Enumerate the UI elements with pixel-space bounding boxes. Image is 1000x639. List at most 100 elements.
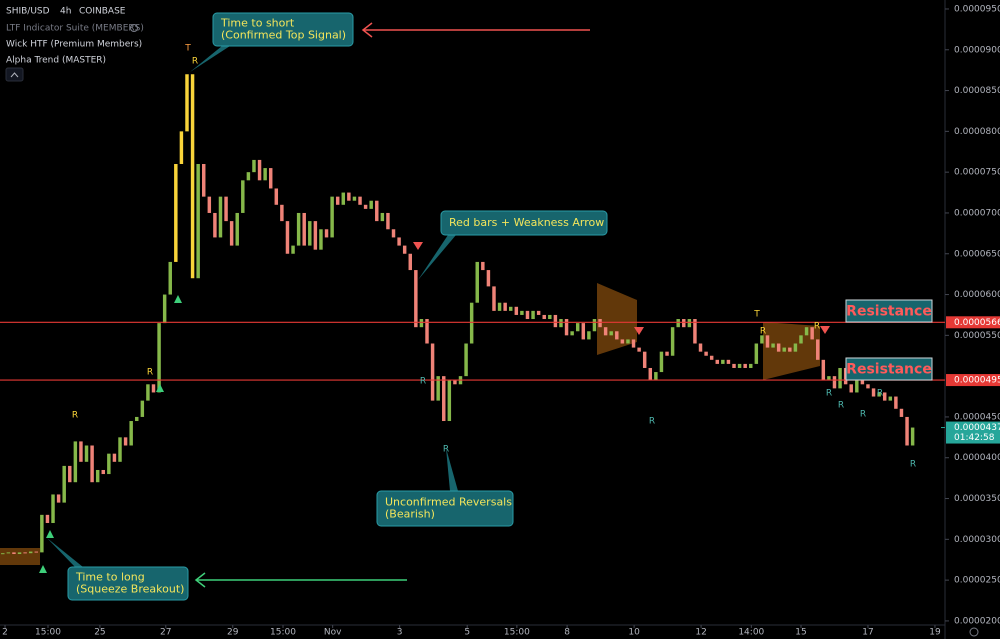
signal-label: T [753,310,760,320]
candle [263,168,267,181]
candle [453,380,457,385]
candle [765,335,770,348]
symbol: SHIB/USD [6,7,50,17]
callout-box [212,12,354,47]
buy-triangle [39,565,47,573]
callout-text: (Bearish) [385,508,435,521]
collapse-button[interactable] [5,67,24,82]
candle [670,327,675,356]
callout-text: Unconfirmed Reversals [385,496,512,509]
candle [101,469,105,475]
candle [743,363,747,368]
buy-triangle [156,384,164,392]
candle [704,351,708,356]
candle [363,204,368,209]
candle [749,363,753,368]
callout-tail [418,235,456,280]
candle [151,384,156,393]
signal-label: R [649,417,655,427]
candle [469,302,474,344]
candle [564,319,569,336]
x-tick-label: 27 [160,628,171,638]
candle [380,212,385,222]
settings-icon[interactable] [969,627,979,637]
candle [721,359,725,364]
candle [129,421,133,446]
candle [168,261,172,295]
candle [196,164,200,279]
resistance-label: Resistance [846,362,932,378]
signal-label: R [443,445,449,455]
signal-label: R [860,410,866,420]
candle [732,363,736,368]
candle [358,196,362,205]
candle [860,380,865,385]
candle [726,359,731,364]
candle [28,551,33,554]
candle [190,74,195,279]
candle [665,351,669,356]
candle [408,253,412,271]
eye-icon[interactable] [130,24,138,32]
resistance-label: Resistance [846,304,932,320]
sell-triangle [820,326,830,334]
candle [525,310,530,320]
callout-text: Red bars + Weakness Arrow [449,216,604,229]
candle [51,494,55,524]
x-tick-label: 3 [397,628,403,638]
countdown: 01:42:58 [954,433,995,443]
candle [402,245,407,254]
candle [760,335,764,344]
candle [832,376,837,389]
candle [587,331,591,340]
candle [838,367,842,389]
candle [62,465,66,503]
candle [715,359,719,364]
candle [308,221,312,246]
candle [531,310,535,320]
candle [79,441,83,462]
candle [123,437,128,446]
candle [905,416,909,446]
candle [375,200,379,222]
candle [1,553,5,555]
candle [514,306,519,315]
x-tick-label: 15 [795,628,806,638]
collapse-icon [10,72,19,78]
candle [174,164,178,262]
candle [347,192,351,201]
candle [397,237,401,246]
candle [213,212,217,238]
callout-tail [190,46,230,72]
candle [492,286,496,311]
candle [497,302,502,311]
candle [140,400,145,417]
candle [84,445,89,462]
x-tick-label: 2 [2,628,8,638]
candle [631,339,636,348]
candle [107,453,111,475]
candle [330,196,334,238]
candle [603,327,608,336]
candle [648,367,653,381]
candle [386,212,390,230]
candle [157,323,161,393]
candle [146,384,150,401]
buy-triangle [46,530,54,538]
candle [486,270,491,287]
candle [68,465,72,483]
callout-box [440,210,608,236]
candle [341,192,346,205]
candle [481,261,485,271]
candle [804,327,809,336]
candle [877,392,881,397]
last-price-box [946,421,1000,444]
indicator: LTF Indicator Suite (MEMBERS) [6,24,144,34]
candle [520,310,524,315]
signal-label: R [910,460,916,470]
